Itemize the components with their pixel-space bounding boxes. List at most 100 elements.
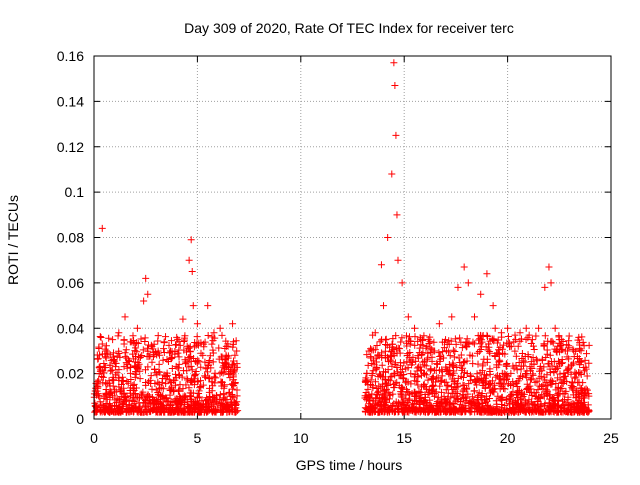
roti-peak-point	[454, 283, 462, 291]
roti-point	[406, 391, 414, 399]
roti-point	[406, 337, 414, 345]
roti-point	[576, 341, 584, 349]
roti-point	[538, 355, 546, 363]
roti-point	[407, 370, 415, 378]
roti-point	[152, 386, 160, 394]
roti-point	[381, 390, 389, 398]
roti-point	[187, 393, 195, 401]
roti-point	[146, 352, 154, 360]
roti-point	[442, 347, 450, 355]
roti-point	[541, 400, 549, 408]
roti-point	[185, 384, 193, 392]
roti-point	[581, 386, 589, 394]
roti-point	[195, 387, 203, 395]
roti-point	[162, 333, 170, 341]
y-tick-label: 0.02	[57, 366, 84, 382]
roti-point	[163, 369, 171, 377]
roti-point	[475, 377, 483, 385]
roti-point	[554, 396, 562, 404]
roti-point	[188, 366, 196, 374]
roti-point	[209, 346, 217, 354]
roti-peak-point	[423, 342, 431, 350]
roti-point	[580, 367, 588, 375]
x-tick-label: 0	[90, 430, 98, 446]
roti-peak-point	[127, 338, 135, 346]
roti-point	[134, 364, 142, 372]
roti-point	[416, 363, 424, 371]
roti-point	[144, 341, 152, 349]
roti-point	[512, 352, 520, 360]
roti-point	[105, 334, 113, 342]
roti-point	[423, 399, 431, 407]
roti-point	[113, 352, 121, 360]
roti-point	[511, 331, 519, 339]
roti-point	[148, 358, 156, 366]
roti-point	[486, 367, 494, 375]
roti-point	[554, 406, 562, 414]
roti-point	[481, 374, 489, 382]
roti-point	[374, 408, 382, 416]
roti-point	[463, 384, 471, 392]
roti-point	[420, 332, 428, 340]
roti-point	[183, 358, 191, 366]
roti-point	[131, 370, 139, 378]
roti-point	[396, 345, 404, 353]
roti-point	[154, 332, 162, 340]
roti-point	[375, 387, 383, 395]
roti-point	[456, 334, 464, 342]
roti-point	[428, 374, 436, 382]
roti-point	[196, 384, 204, 392]
roti-point	[154, 378, 162, 386]
roti-point	[102, 379, 110, 387]
y-tick-label: 0.14	[57, 93, 84, 109]
roti-point	[428, 383, 436, 391]
roti-point	[192, 368, 200, 376]
roti-point	[477, 343, 485, 351]
roti-point	[99, 373, 107, 381]
roti-point	[452, 340, 460, 348]
roti-point	[529, 401, 537, 409]
roti-point	[403, 378, 411, 386]
roti-point	[389, 390, 397, 398]
roti-point	[368, 371, 376, 379]
roti-point	[542, 388, 550, 396]
y-tick-label: 0.06	[57, 275, 84, 291]
roti-point	[101, 407, 109, 415]
roti-point	[174, 407, 182, 415]
roti-point	[441, 399, 449, 407]
roti-peak-point	[576, 358, 584, 366]
roti-point	[378, 361, 386, 369]
roti-point	[232, 408, 240, 416]
roti-point	[205, 356, 213, 364]
roti-peak-point	[504, 324, 512, 332]
roti-point	[449, 408, 457, 416]
roti-point	[575, 333, 583, 341]
roti-point	[96, 406, 104, 414]
roti-point	[577, 399, 585, 407]
roti-point	[569, 386, 577, 394]
roti-point	[411, 393, 419, 401]
roti-point	[501, 402, 509, 410]
roti-point	[502, 362, 510, 370]
roti-point	[96, 333, 104, 341]
roti-point	[371, 378, 379, 386]
roti-point	[458, 404, 466, 412]
roti-point	[204, 332, 212, 340]
roti-point	[493, 349, 501, 357]
roti-point	[463, 335, 471, 343]
roti-point	[397, 338, 405, 346]
roti-point	[126, 369, 134, 377]
roti-point	[398, 371, 406, 379]
roti-peak-point	[173, 333, 181, 341]
roti-point	[521, 358, 529, 366]
roti-point	[133, 393, 141, 401]
roti-point	[544, 406, 552, 414]
roti-point	[372, 394, 380, 402]
roti-point	[466, 371, 474, 379]
roti-point	[529, 354, 537, 362]
roti-point	[197, 406, 205, 414]
roti-point	[554, 364, 562, 372]
roti-point	[416, 344, 424, 352]
roti-point	[500, 370, 508, 378]
roti-point	[476, 369, 484, 377]
